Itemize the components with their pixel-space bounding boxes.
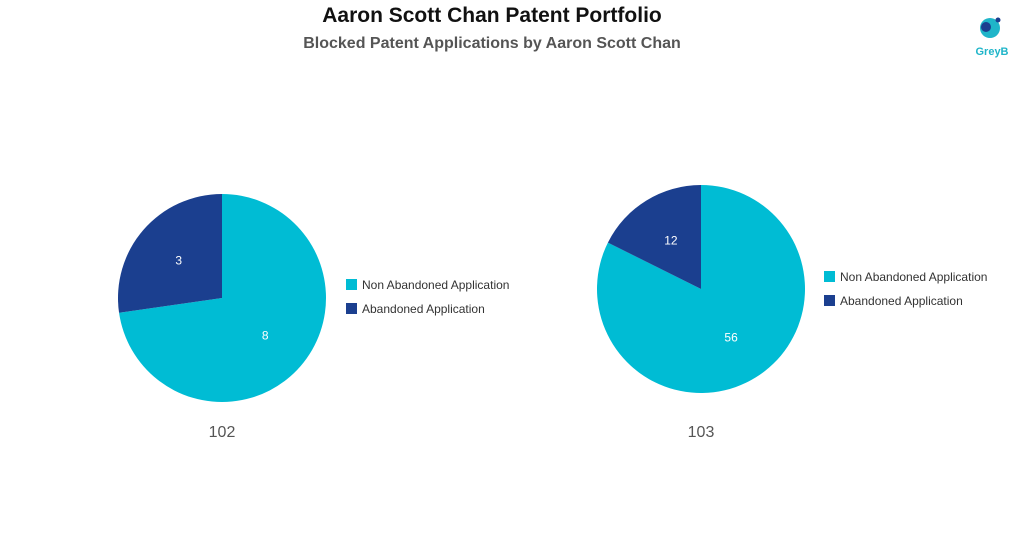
legend-swatch[interactable]: [346, 279, 357, 290]
pie-caption: 102: [209, 424, 236, 441]
chart-subtitle: Blocked Patent Applications by Aaron Sco…: [303, 35, 681, 52]
pie-slice-abandoned-application[interactable]: [117, 194, 222, 313]
slice-value-label: 56: [724, 331, 738, 345]
slice-value-label: 8: [262, 328, 269, 342]
legend-swatch[interactable]: [824, 271, 835, 282]
pie-chart-103: 56 12 103 Non Abandoned Application Abandone…: [597, 185, 987, 441]
legend-label[interactable]: Abandoned Application: [840, 294, 963, 308]
chart-title: Aaron Scott Chan Patent Portfolio: [322, 4, 662, 27]
logo-icon: [980, 17, 1001, 38]
legend-label[interactable]: Abandoned Application: [362, 302, 485, 316]
legend-swatch[interactable]: [824, 295, 835, 306]
pie-slice-abandoned-application[interactable]: [607, 185, 701, 289]
pie-slice-non-abandoned-application[interactable]: [119, 194, 327, 403]
pie-chart-102: 8 3 102 Non Abandoned Application Abandoned …: [117, 194, 509, 441]
slice-value-label: 3: [175, 254, 182, 268]
pie-caption: 103: [688, 424, 715, 441]
legend-label[interactable]: Non Abandoned Application: [362, 278, 509, 292]
legend-swatch[interactable]: [346, 303, 357, 314]
greyb-logo: GreyB: [968, 12, 1016, 64]
legend-label[interactable]: Non Abandoned Application: [840, 270, 987, 284]
slice-value-label: 12: [664, 233, 678, 247]
logo-text: GreyB: [975, 46, 1009, 58]
